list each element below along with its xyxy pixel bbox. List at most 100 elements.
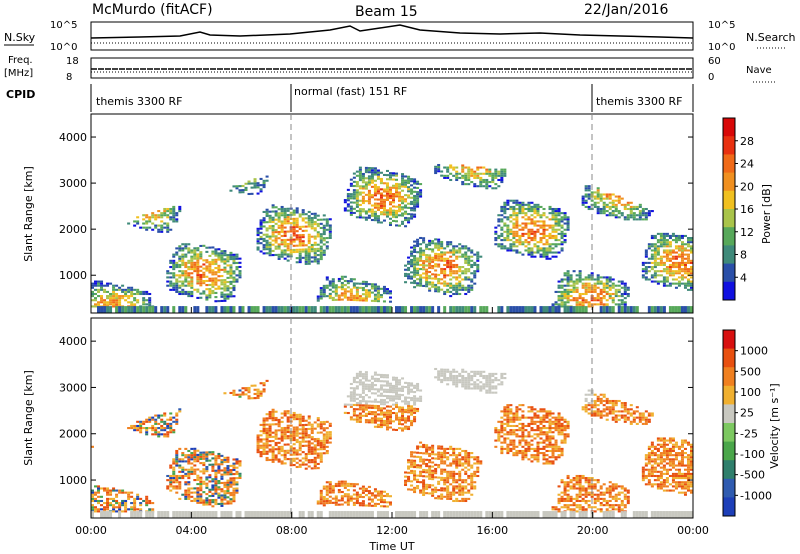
power-scatter-cell [476, 255, 480, 258]
power-scatter-cell [361, 172, 365, 176]
velocity-ground-scatter-cell [379, 511, 383, 518]
power-scatter-cell [178, 207, 182, 211]
velocity-scatter-cell [196, 483, 200, 486]
velocity-scatter-cell [395, 391, 399, 394]
power-scatter-cell [557, 286, 561, 289]
power-scatter-cell [319, 233, 323, 236]
velocity-scatter-cell [286, 420, 290, 423]
power-scatter-cell [650, 261, 654, 264]
velocity-scatter-cell [232, 477, 236, 480]
velocity-scatter-cell [148, 416, 152, 419]
velocity-scatter-cell [187, 495, 191, 498]
power-scatter-cell [623, 216, 627, 219]
velocity-scatter-cell [428, 477, 432, 480]
power-ground-scatter-cell [184, 306, 188, 313]
power-scatter-cell [307, 252, 311, 255]
power-scatter-cell [382, 211, 386, 214]
power-scatter-cell [355, 174, 359, 177]
power-scatter-cell [247, 180, 251, 183]
power-scatter-cell [518, 251, 522, 254]
power-scatter-cell [581, 297, 585, 300]
power-scatter-cell [656, 247, 660, 250]
power-scatter-cell [560, 216, 564, 219]
power-scatter-cell [677, 247, 681, 250]
power-scatter-cell [325, 228, 329, 231]
velocity-scatter-cell [277, 425, 281, 428]
velocity-scatter-cell [392, 407, 395, 410]
power-scatter-cell [385, 196, 389, 199]
power-scatter-cell [527, 236, 531, 240]
velocity-scatter-cell [184, 489, 188, 492]
velocity-scatter-cell [404, 481, 408, 484]
power-scatter-cell [214, 277, 218, 280]
power-scatter-cell [199, 253, 203, 256]
velocity-scatter-cell [331, 489, 335, 492]
power-scatter-cell [259, 225, 263, 228]
velocity-scatter-cell [352, 489, 356, 492]
velocity-scatter-cell [214, 469, 218, 472]
power-scatter-cell [295, 244, 299, 247]
power-scatter-cell [364, 171, 368, 174]
power-scatter-cell [232, 270, 236, 273]
velocity-scatter-cell [304, 423, 308, 426]
power-scatter-cell [536, 230, 540, 233]
power-ground-scatter-cell [133, 306, 137, 313]
power-scatter-cell [467, 255, 471, 258]
velocity-ground-scatter-cell [220, 511, 224, 518]
power-scatter-cell [584, 199, 588, 202]
power-scatter-cell [367, 210, 371, 213]
power-ground-scatter-cell [151, 306, 155, 313]
power-scatter-cell [401, 206, 405, 209]
power-scatter-cell [650, 268, 654, 271]
power-scatter-cell [322, 286, 326, 290]
velocity-scatter-cell [229, 477, 233, 480]
power-scatter-cell [542, 234, 546, 237]
velocity-scatter-cell [328, 499, 332, 502]
velocity-scatter-cell [124, 506, 128, 509]
power-scatter-cell [602, 297, 606, 300]
velocity-scatter-cell [145, 497, 149, 500]
power-scatter-cell [494, 170, 498, 173]
velocity-scatter-cell [145, 420, 149, 423]
velocity-scatter-cell [289, 453, 293, 456]
velocity-scatter-cell [419, 472, 423, 475]
velocity-scatter-cell [187, 456, 191, 459]
velocity-scatter-cell [280, 439, 284, 442]
power-scatter-cell [175, 266, 179, 269]
power-scatter-cell [301, 244, 305, 247]
power-scatter-cell [361, 299, 365, 302]
power-scatter-cell [440, 243, 444, 246]
velocity-scatter-cell [151, 508, 155, 511]
power-scatter-cell [268, 252, 272, 255]
power-scatter-cell [115, 284, 119, 287]
velocity-scatter-cell [361, 410, 365, 413]
power-scatter-cell [653, 255, 657, 258]
power-scatter-cell [178, 270, 182, 273]
power-scatter-cell [572, 282, 576, 285]
power-scatter-cell [407, 219, 411, 222]
power-scatter-cell [587, 276, 591, 279]
power-scatter-cell [277, 208, 281, 211]
power-scatter-cell [455, 263, 459, 267]
power-scatter-cell [358, 214, 362, 217]
velocity-scatter-cell [319, 441, 323, 445]
velocity-scatter-cell [133, 499, 137, 503]
velocity-scatter-cell [313, 458, 317, 461]
power-scatter-cell [671, 272, 675, 275]
power-scatter-cell [145, 216, 149, 219]
power-scatter-cell [214, 267, 218, 270]
velocity-scatter-cell [395, 376, 399, 379]
velocity-scatter-cell [358, 406, 362, 409]
velocity-scatter-cell [286, 416, 290, 419]
power-scatter-cell [560, 301, 564, 304]
velocity-scatter-cell [373, 502, 377, 505]
power-scatter-cell [608, 205, 612, 208]
velocity-scatter-cell [373, 392, 377, 395]
power-scatter-cell [530, 230, 534, 233]
power-scatter-cell [416, 244, 420, 248]
velocity-scatter-cell [413, 403, 417, 406]
power-scatter-cell [223, 279, 227, 282]
power-scatter-cell [373, 217, 377, 220]
velocity-scatter-cell [148, 427, 152, 430]
power-scatter-cell [419, 284, 423, 287]
